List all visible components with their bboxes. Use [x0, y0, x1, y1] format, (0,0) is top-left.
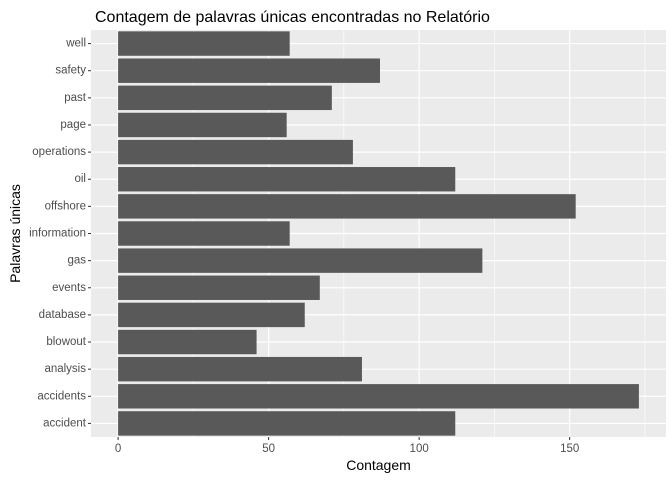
chart-title: Contagem de palavras únicas encontradas …: [95, 9, 490, 26]
bars: [118, 31, 639, 436]
y-tick-label: accidents: [37, 390, 86, 402]
y-tick-label: past: [64, 92, 87, 104]
bar-safety: [118, 58, 381, 83]
y-tick-label: accident: [43, 417, 87, 429]
bar-database: [118, 302, 305, 328]
bar-information: [118, 221, 290, 246]
y-tick-label: analysis: [44, 363, 86, 375]
bar-past: [118, 85, 332, 111]
bar-oil: [118, 167, 456, 192]
y-tick-label: information: [29, 228, 86, 240]
bar-accidents: [118, 384, 639, 409]
x-tick-label: 0: [115, 443, 121, 455]
y-tick-label: gas: [67, 255, 86, 267]
y-tick-label: well: [65, 38, 86, 50]
bar-gas: [118, 248, 483, 273]
bar-events: [118, 275, 320, 300]
x-tick-label: 150: [560, 443, 579, 455]
bar-offshore: [118, 194, 576, 219]
y-tick-label: page: [60, 119, 86, 131]
y-axis-title: Palavras únicas: [7, 184, 23, 283]
bar-blowout: [118, 329, 257, 355]
y-tick-label: safety: [55, 65, 86, 77]
y-tick-label: events: [52, 282, 86, 294]
y-tick-label: blowout: [46, 336, 86, 348]
x-axis: 0 50 100 150: [115, 437, 579, 455]
y-axis: accident accidents analysis blowout database…: [29, 38, 91, 429]
bar-operations: [118, 139, 353, 165]
y-tick-label: operations: [32, 146, 86, 158]
bar-page: [118, 112, 287, 138]
x-tick-label: 100: [410, 443, 429, 455]
x-tick-label: 50: [262, 443, 275, 455]
y-tick-label: offshore: [45, 200, 86, 212]
bar-well: [118, 31, 290, 56]
x-axis-title: Contagem: [346, 457, 411, 473]
bar-accident: [118, 411, 456, 436]
bar-analysis: [118, 356, 362, 382]
y-tick-label: oil: [74, 173, 86, 185]
y-tick-label: database: [39, 309, 86, 321]
